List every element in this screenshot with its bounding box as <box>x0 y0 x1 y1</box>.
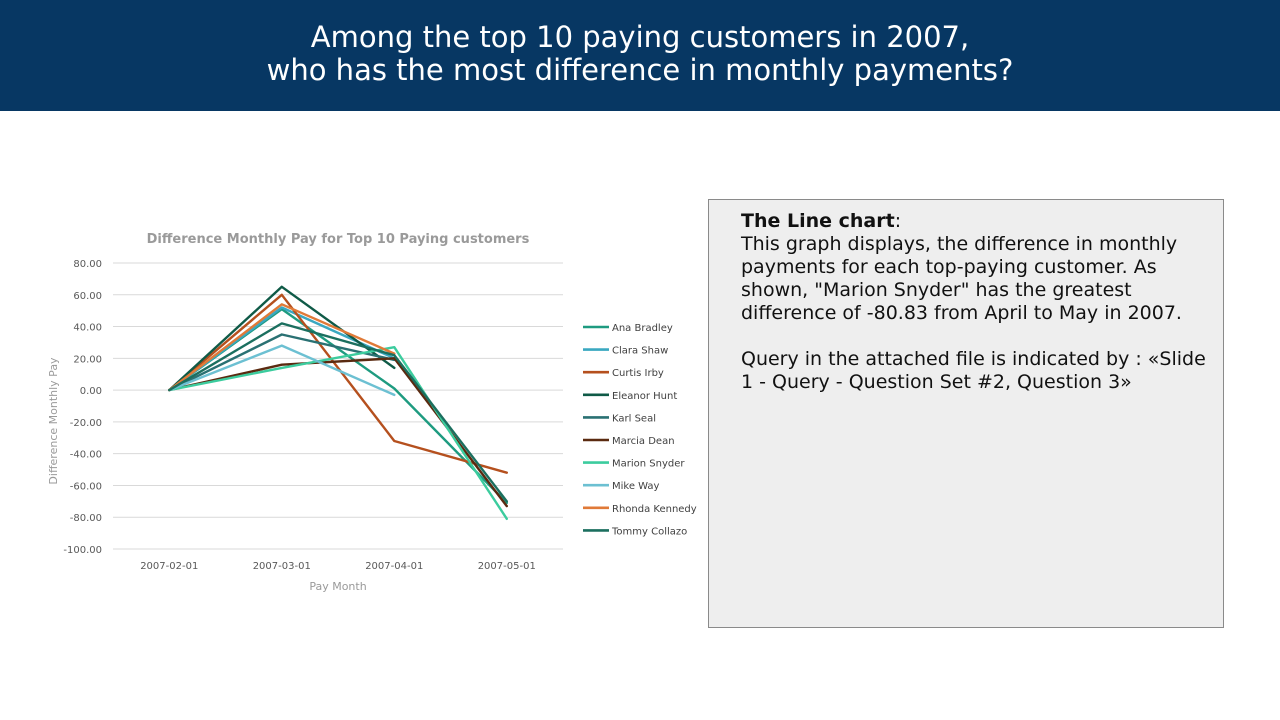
y-tick-label: 40.00 <box>73 323 102 334</box>
panel-heading-row: The Line chart: <box>741 210 1221 233</box>
x-tick-label: 2007-05-01 <box>478 561 536 572</box>
description-panel-content: The Line chart: This graph displays, the… <box>741 210 1221 394</box>
slide-header: Among the top 10 paying customers in 200… <box>0 0 1280 111</box>
legend-label: Eleanor Hunt <box>612 391 677 402</box>
y-tick-label: -100.00 <box>63 545 102 556</box>
series-line-rhonda-kennedy <box>168 303 396 392</box>
y-tick-label: -20.00 <box>70 418 102 429</box>
legend-label: Ana Bradley <box>612 323 673 334</box>
legend-label: Karl Seal <box>612 413 656 424</box>
y-tick-label: 20.00 <box>73 354 102 365</box>
y-tick-label: 0.00 <box>80 386 102 397</box>
legend-label: Clara Shaw <box>612 346 668 357</box>
panel-query-note: Query in the attached file is indicated … <box>741 348 1206 393</box>
legend-label: Curtis Irby <box>612 368 664 379</box>
series-line-eleanor-hunt <box>168 285 396 392</box>
series-line-karl-seal <box>168 333 396 392</box>
legend-label: Marion Snyder <box>612 459 685 470</box>
chart-title: Difference Monthly Pay for Top 10 Paying… <box>147 232 530 247</box>
panel-heading: The Line chart <box>741 210 895 232</box>
slide-title-line1: Among the top 10 paying customers in 200… <box>310 20 970 54</box>
x-axis-title: Pay Month <box>309 580 366 593</box>
legend-label: Marcia Dean <box>612 436 675 447</box>
panel-heading-colon: : <box>894 210 902 232</box>
y-tick-label: -40.00 <box>70 450 102 461</box>
y-tick-label: -80.00 <box>70 513 102 524</box>
y-tick-label: 60.00 <box>73 291 102 302</box>
series-line-marion-snyder <box>168 345 508 520</box>
legend-label: Mike Way <box>612 481 660 492</box>
legend-label: Rhonda Kennedy <box>612 504 697 515</box>
x-tick-label: 2007-04-01 <box>365 561 423 572</box>
panel-description: This graph displays, the difference in m… <box>741 233 1182 324</box>
legend-label: Tommy Collazo <box>611 526 687 537</box>
series-line-mike-way <box>168 344 396 397</box>
x-tick-label: 2007-02-01 <box>140 561 198 572</box>
x-tick-label: 2007-03-01 <box>253 561 311 572</box>
series-line-curtis-irby <box>168 293 508 474</box>
description-panel: The Line chart: This graph displays, the… <box>708 199 1224 628</box>
slide-title-line2: who has the most difference in monthly p… <box>266 53 1014 87</box>
series-line-tommy-collazo <box>168 322 508 503</box>
line-chart-svg: Difference Monthly Pay for Top 10 Paying… <box>47 232 697 593</box>
y-axis-title: Difference Monthly Pay <box>47 357 60 485</box>
line-chart: Difference Monthly Pay for Top 10 Paying… <box>40 215 710 615</box>
y-tick-label: 80.00 <box>73 259 102 270</box>
y-tick-label: -60.00 <box>70 481 102 492</box>
